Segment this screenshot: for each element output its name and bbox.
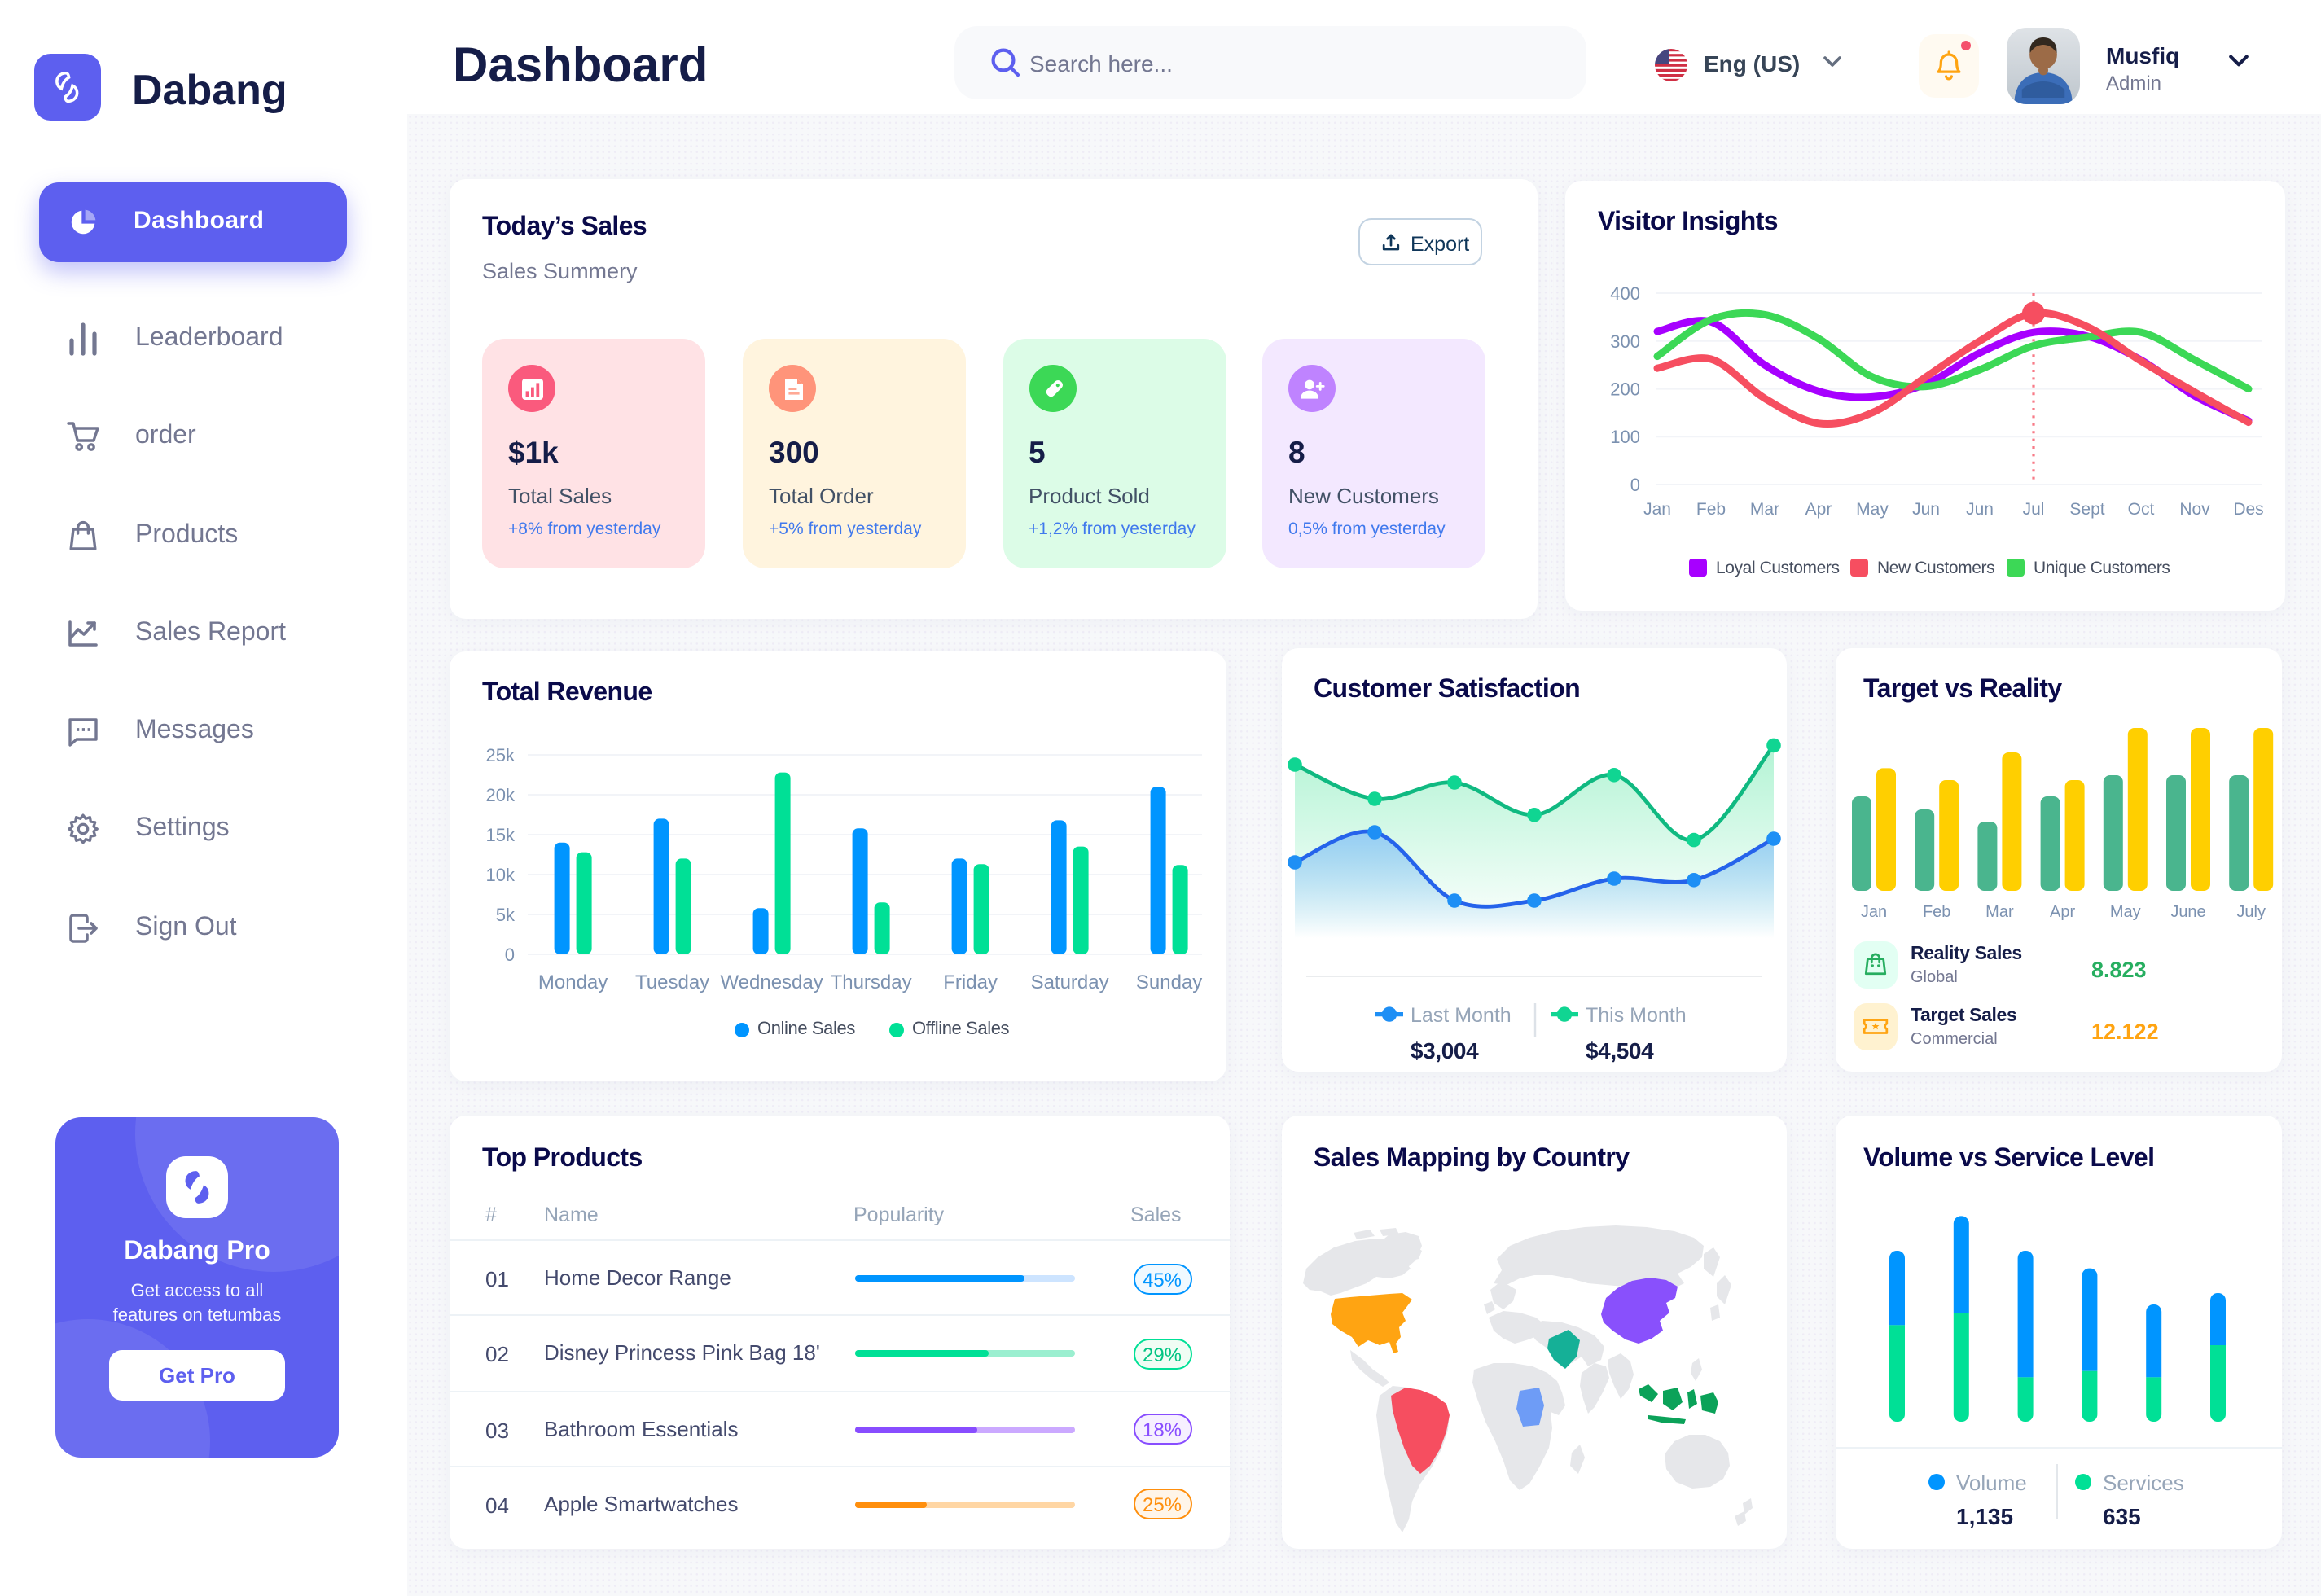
svg-text:10k: 10k (486, 865, 516, 885)
svg-text:Mar: Mar (1985, 903, 2014, 921)
svg-text:Jan: Jan (1861, 903, 1887, 921)
svg-text:25k: 25k (486, 745, 516, 765)
svg-text:Services: Services (2103, 1471, 2184, 1495)
svg-text:Saturday: Saturday (1031, 971, 1109, 993)
svg-text:July: July (2236, 903, 2266, 921)
svg-text:Tuesday: Tuesday (635, 971, 709, 993)
svg-text:Mar: Mar (1750, 500, 1779, 519)
svg-text:Friday: Friday (943, 971, 998, 993)
svg-text:May: May (1856, 500, 1889, 519)
svg-text:This Month: This Month (1585, 1003, 1686, 1026)
svg-text:635: 635 (2103, 1504, 2141, 1529)
svg-text:5k: 5k (496, 905, 516, 925)
svg-text:$3,004: $3,004 (1410, 1037, 1478, 1063)
svg-text:1,135: 1,135 (1956, 1504, 2013, 1529)
svg-text:0: 0 (1630, 475, 1640, 495)
svg-text:15k: 15k (486, 825, 516, 845)
svg-text:Feb: Feb (1923, 903, 1950, 921)
svg-text:June: June (2170, 903, 2205, 921)
svg-text:Sunday: Sunday (1136, 971, 1202, 993)
svg-text:200: 200 (1610, 379, 1640, 400)
svg-text:Volume: Volume (1956, 1471, 2027, 1495)
svg-text:Feb: Feb (1696, 500, 1726, 519)
svg-text:400: 400 (1610, 283, 1640, 304)
svg-text:Des: Des (2233, 500, 2263, 519)
svg-text:20k: 20k (486, 785, 516, 805)
svg-text:Jan: Jan (1643, 500, 1671, 519)
svg-text:100: 100 (1610, 427, 1640, 447)
svg-text:Last Month: Last Month (1410, 1003, 1511, 1026)
svg-text:Monday: Monday (538, 971, 608, 993)
svg-text:Thursday: Thursday (831, 971, 912, 993)
svg-text:Jun: Jun (1912, 500, 1940, 519)
svg-text:Oct: Oct (2128, 500, 2155, 519)
svg-text:0: 0 (505, 945, 515, 965)
svg-text:$4,504: $4,504 (1585, 1037, 1653, 1063)
svg-text:300: 300 (1610, 331, 1640, 352)
svg-text:Wednesday: Wednesday (720, 971, 823, 993)
svg-text:Jul: Jul (2023, 500, 2045, 519)
svg-text:Apr: Apr (1805, 500, 1832, 519)
svg-text:Apr: Apr (2050, 903, 2075, 921)
svg-text:Jun: Jun (1966, 500, 1994, 519)
svg-text:May: May (2110, 903, 2141, 921)
svg-text:Sept: Sept (2069, 500, 2104, 519)
svg-text:Nov: Nov (2179, 500, 2210, 519)
